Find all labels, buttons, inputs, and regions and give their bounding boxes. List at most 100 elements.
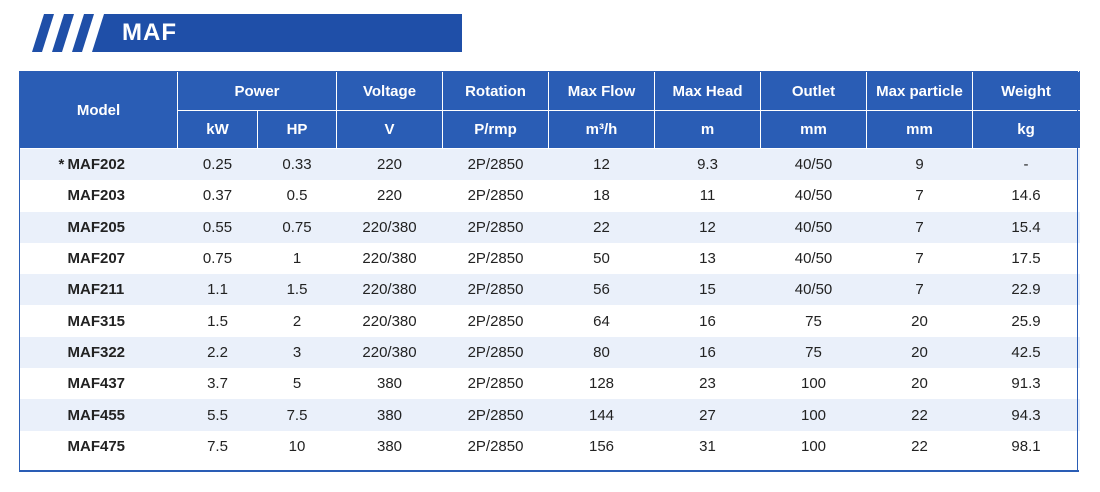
unit-hp: HP [256, 110, 338, 149]
cell-hp: 0.5 [257, 180, 337, 212]
table-row: MAF437 3.7 5 380 2P/2850 128 23 100 20 91.3 [19, 368, 1080, 400]
cell-particle: 7 [866, 180, 973, 212]
model-name: MAF203 [67, 187, 126, 205]
cell-head: 15 [654, 274, 761, 306]
cell-rotation: 2P/2850 [442, 430, 549, 462]
cell-model: MAF205 [19, 211, 178, 243]
cell-flow: 64 [548, 305, 655, 337]
cell-head: 31 [654, 430, 761, 462]
cell-kw: 0.55 [177, 211, 258, 243]
spec-table-container: Model Power Voltage Rotation Max Flow Ma… [19, 71, 1081, 462]
cell-voltage: 220/380 [336, 336, 443, 369]
cell-voltage: 220/380 [336, 211, 443, 243]
table-header: Model Power Voltage Rotation Max Flow Ma… [19, 71, 1081, 149]
cell-weight: 15.4 [972, 211, 1080, 243]
cell-rotation: 2P/2850 [442, 148, 549, 181]
cell-model: MAF211 [19, 274, 178, 306]
cell-head: 27 [654, 399, 761, 431]
cell-kw: 0.37 [177, 180, 258, 212]
cell-voltage: 220 [336, 180, 443, 212]
header-power: Power [176, 71, 338, 111]
unit-max-flow: m³/h [548, 110, 656, 149]
model-name: MAF211 [67, 281, 125, 299]
cell-model: MAF455 [19, 399, 178, 431]
cell-rotation: 2P/2850 [442, 399, 549, 431]
cell-weight: 42.5 [972, 336, 1080, 369]
cell-flow: 12 [548, 148, 655, 181]
model-name: MAF437 [67, 375, 126, 393]
cell-particle: 9 [866, 148, 973, 181]
cell-particle: 7 [866, 274, 973, 306]
cell-model: MAF322 [19, 336, 178, 369]
cell-voltage: 380 [336, 430, 443, 462]
model-name: MAF207 [67, 250, 126, 268]
cell-model: * MAF202 [19, 148, 178, 181]
cell-outlet: 40/50 [760, 242, 867, 275]
model-name: MAF475 [67, 437, 126, 455]
cell-kw: 0.75 [177, 242, 258, 275]
table-row: MAF207 0.75 1 220/380 2P/2850 50 13 40/50 7 17.5 [19, 242, 1080, 275]
table-row: MAF475 7.5 10 380 2P/2850 156 31 100 22 98.1 [19, 430, 1080, 462]
table-row: MAF203 0.37 0.5 220 2P/2850 18 11 40/50 7 14.6 [19, 180, 1080, 212]
unit-voltage: V [336, 110, 444, 149]
table-row: MAF322 2.2 3 220/380 2P/2850 80 16 75 20 42.5 [19, 336, 1080, 369]
cell-outlet: 100 [760, 368, 867, 400]
cell-outlet: 40/50 [760, 274, 867, 306]
cell-flow: 128 [548, 368, 655, 400]
cell-flow: 22 [548, 211, 655, 243]
unit-max-particle: mm [866, 110, 974, 149]
table-row: MAF315 1.5 2 220/380 2P/2850 64 16 75 20 25.9 [19, 305, 1080, 337]
table-bottom-rule [19, 470, 1079, 472]
marker-star: * [58, 156, 65, 174]
cell-hp: 0.33 [257, 148, 337, 181]
cell-rotation: 2P/2850 [442, 305, 549, 337]
cell-model: MAF437 [19, 368, 178, 400]
cell-particle: 20 [866, 336, 973, 369]
cell-hp: 0.75 [257, 211, 337, 243]
table-row: MAF211 1.1 1.5 220/380 2P/2850 56 15 40/50 7 22.9 [19, 274, 1080, 306]
cell-voltage: 220/380 [336, 274, 443, 306]
cell-weight: 91.3 [972, 368, 1080, 400]
cell-head: 23 [654, 368, 761, 400]
model-name: MAF202 [67, 156, 126, 174]
cell-outlet: 100 [760, 430, 867, 462]
header-model: Model [19, 71, 178, 149]
cell-voltage: 220 [336, 148, 443, 181]
cell-particle: 20 [866, 368, 973, 400]
unit-kw: kW [177, 110, 258, 149]
cell-kw: 3.7 [177, 368, 258, 400]
header-outlet: Outlet [760, 71, 868, 111]
cell-weight: - [972, 148, 1080, 181]
table-body: * MAF202 0.25 0.33 220 2P/2850 12 9.3 40/50 9- MAF… [19, 148, 1080, 462]
cell-kw: 1.5 [177, 305, 258, 337]
cell-head: 16 [654, 305, 761, 337]
unit-weight: kg [972, 110, 1081, 149]
cell-outlet: 75 [760, 305, 867, 337]
cell-model: MAF475 [19, 430, 178, 462]
cell-flow: 80 [548, 336, 655, 369]
header-max-flow: Max Flow [548, 71, 656, 111]
cell-outlet: 40/50 [760, 180, 867, 212]
cell-outlet: 100 [760, 399, 867, 431]
cell-hp: 1 [257, 242, 337, 275]
cell-particle: 22 [866, 399, 973, 431]
cell-flow: 50 [548, 242, 655, 275]
cell-outlet: 40/50 [760, 148, 867, 181]
cell-hp: 5 [257, 368, 337, 400]
cell-rotation: 2P/2850 [442, 274, 549, 306]
cell-hp: 1.5 [257, 274, 337, 306]
unit-outlet: mm [760, 110, 868, 149]
model-name: MAF455 [67, 406, 126, 424]
page-title: MAF [122, 19, 177, 46]
cell-weight: 17.5 [972, 242, 1080, 275]
cell-weight: 25.9 [972, 305, 1080, 337]
cell-model: MAF315 [19, 305, 178, 337]
model-name: MAF322 [67, 343, 126, 361]
cell-weight: 14.6 [972, 180, 1080, 212]
cell-kw: 7.5 [177, 430, 258, 462]
cell-kw: 0.25 [177, 148, 258, 181]
cell-rotation: 2P/2850 [442, 336, 549, 369]
spec-table: Model Power Voltage Rotation Max Flow Ma… [19, 71, 1081, 462]
cell-particle: 7 [866, 211, 973, 243]
header-rotation: Rotation [442, 71, 550, 111]
